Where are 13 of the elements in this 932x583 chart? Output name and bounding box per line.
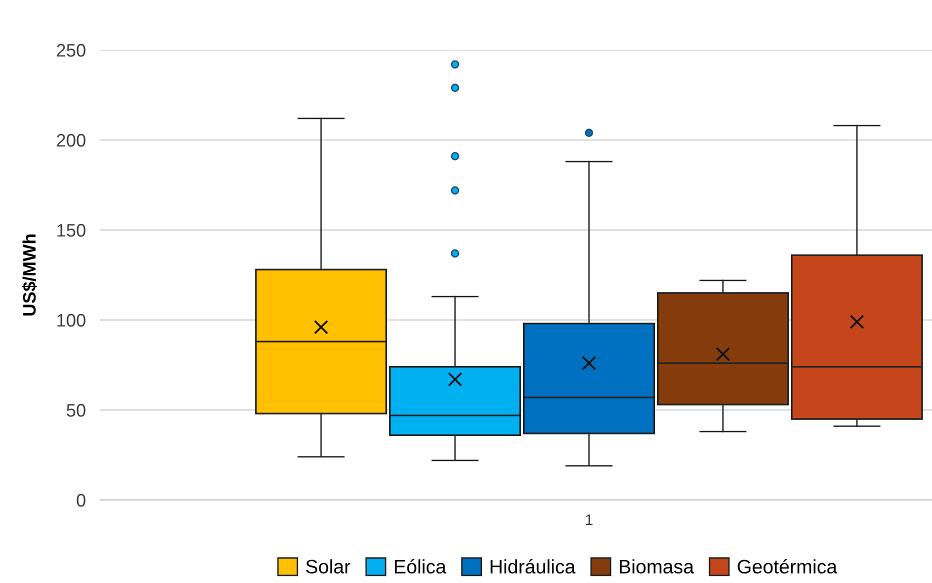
legend-label: Hidráulica <box>490 559 576 574</box>
legend-label: Geotérmica <box>738 559 838 574</box>
y-tick-label: 250 <box>56 44 86 57</box>
legend-label: Eólica <box>394 559 446 574</box>
y-tick-label: 150 <box>57 224 86 237</box>
x-tick-label: 1 <box>586 514 593 525</box>
y-tick-label: 100 <box>57 314 86 327</box>
y-tick-label: 0 <box>76 494 86 507</box>
legend-label: Biomasa <box>620 559 694 574</box>
y-axis-title: US$/MWh <box>22 234 37 316</box>
legend-label: Solar <box>306 559 350 574</box>
y-tick-label: 200 <box>56 134 86 147</box>
y-tick-label: 50 <box>66 404 86 417</box>
